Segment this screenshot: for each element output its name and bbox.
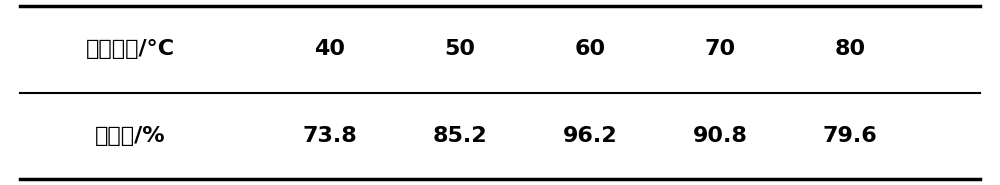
Text: 脱硫率/%: 脱硫率/% — [95, 126, 165, 146]
Text: 85.2: 85.2 — [433, 126, 487, 146]
Text: 79.6: 79.6 — [823, 126, 877, 146]
Text: 96.2: 96.2 — [563, 126, 617, 146]
Text: 50: 50 — [444, 39, 476, 59]
Text: 73.8: 73.8 — [303, 126, 357, 146]
Text: 40: 40 — [314, 39, 346, 59]
Text: 60: 60 — [574, 39, 606, 59]
Text: 反应温度/°C: 反应温度/°C — [85, 39, 175, 59]
Text: 70: 70 — [704, 39, 736, 59]
Text: 90.8: 90.8 — [693, 126, 747, 146]
Text: 80: 80 — [834, 39, 866, 59]
